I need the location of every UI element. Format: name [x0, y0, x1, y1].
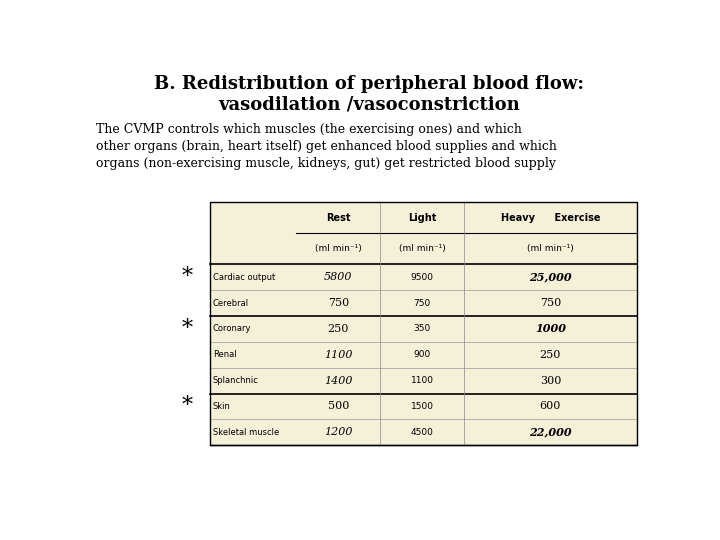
Text: (ml min⁻¹): (ml min⁻¹) [399, 244, 446, 253]
Text: Light: Light [408, 213, 436, 222]
Text: *: * [182, 266, 193, 288]
Text: 750: 750 [328, 298, 349, 308]
Text: Rest: Rest [326, 213, 351, 222]
Text: 1400: 1400 [324, 376, 353, 386]
Text: 1100: 1100 [324, 350, 353, 360]
Text: 25,000: 25,000 [529, 272, 572, 283]
Text: Skeletal muscle: Skeletal muscle [213, 428, 279, 437]
Text: *: * [182, 395, 193, 417]
Text: 250: 250 [328, 324, 349, 334]
Text: 750: 750 [540, 298, 561, 308]
Text: 300: 300 [540, 376, 561, 386]
Text: The CVMP controls which muscles (the exercising ones) and which
other organs (br: The CVMP controls which muscles (the exe… [96, 123, 557, 170]
Text: 22,000: 22,000 [529, 427, 572, 438]
Text: Cardiac output: Cardiac output [213, 273, 275, 282]
Text: Cerebral: Cerebral [213, 299, 249, 308]
Bar [210, 202, 637, 446]
Text: (ml min⁻¹): (ml min⁻¹) [527, 244, 574, 253]
Text: Renal: Renal [213, 350, 236, 359]
Text: 9500: 9500 [410, 273, 433, 282]
Text: 1500: 1500 [410, 402, 433, 411]
Text: 600: 600 [540, 402, 561, 411]
Text: vasodilation /vasoconstriction: vasodilation /vasoconstriction [218, 96, 520, 114]
Text: 750: 750 [413, 299, 431, 308]
Text: Splanchnic: Splanchnic [213, 376, 258, 385]
Bar [210, 202, 637, 446]
Text: 500: 500 [328, 402, 349, 411]
Text: 5800: 5800 [324, 272, 353, 282]
Text: 350: 350 [413, 325, 431, 334]
Text: (ml min⁻¹): (ml min⁻¹) [315, 244, 361, 253]
Text: 1200: 1200 [324, 427, 353, 437]
Text: 1100: 1100 [410, 376, 433, 385]
Text: B. Redistribution of peripheral blood flow:: B. Redistribution of peripheral blood fl… [154, 75, 584, 93]
Text: 250: 250 [540, 350, 561, 360]
Text: Skin: Skin [213, 402, 230, 411]
Text: 900: 900 [413, 350, 431, 359]
Text: 1000: 1000 [535, 323, 566, 334]
Text: Coronary: Coronary [213, 325, 251, 334]
Text: *: * [182, 318, 193, 340]
Text: 4500: 4500 [410, 428, 433, 437]
Text: Heavy  Exercise: Heavy Exercise [500, 213, 600, 222]
